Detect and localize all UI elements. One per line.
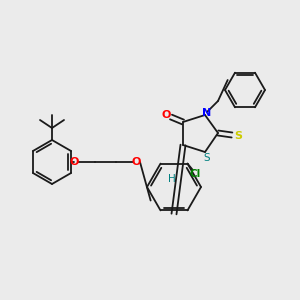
Text: Cl: Cl [190, 169, 201, 178]
Text: O: O [131, 157, 141, 167]
Text: N: N [202, 108, 211, 118]
Text: O: O [161, 110, 171, 120]
Text: O: O [69, 157, 79, 167]
Text: S: S [204, 153, 210, 163]
Text: H: H [168, 175, 176, 184]
Text: S: S [234, 131, 242, 141]
